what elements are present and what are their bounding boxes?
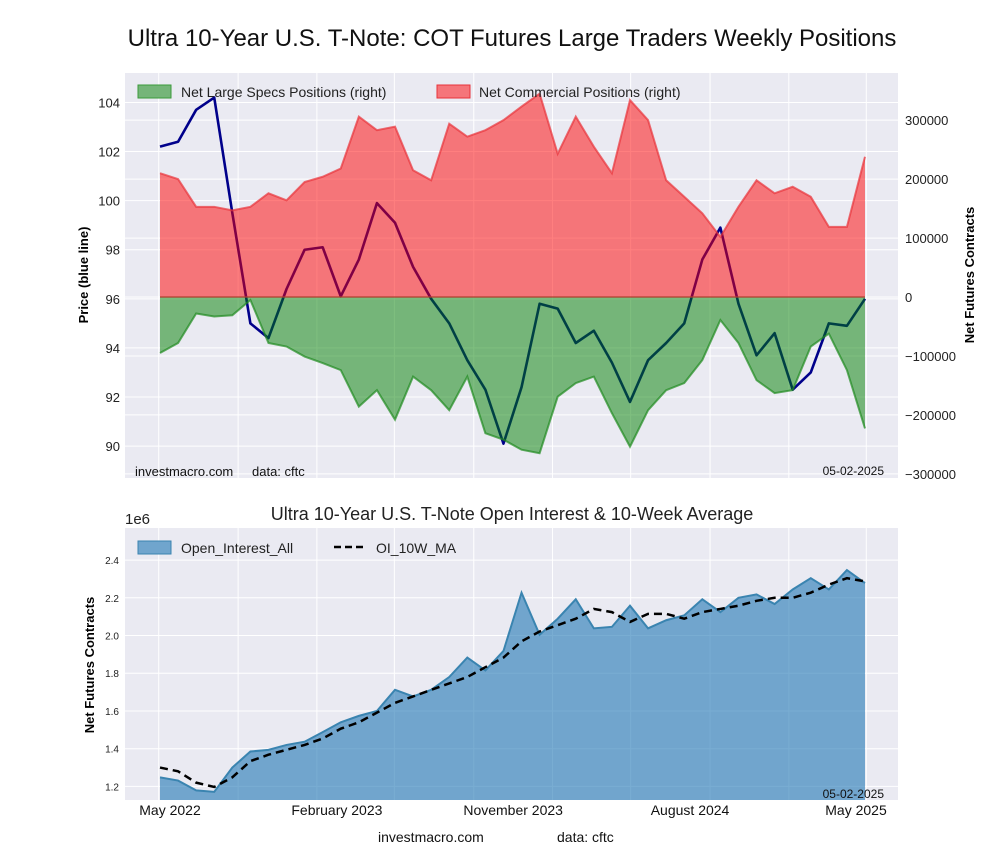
commercial-area [160, 93, 865, 298]
y-tick-label-right: −200000 [905, 408, 956, 423]
y-scale-note: 1e6 [125, 511, 150, 528]
y-tick-label-left: 100 [98, 194, 120, 209]
open-interest-line [159, 568, 866, 793]
y-tick-label: 2.4 [105, 556, 119, 567]
legend-label-specs: Net Large Specs Positions (right) [181, 84, 386, 100]
y-axis-label-left: Price (blue line) [76, 227, 91, 324]
panel-title: Ultra 10-Year U.S. T-Note Open Interest … [271, 504, 754, 524]
y-tick-label-left: 104 [98, 95, 120, 110]
specs-area [160, 297, 865, 454]
legend-label-commercial: Net Commercial Positions (right) [479, 84, 681, 100]
y-tick-label-left: 98 [106, 243, 120, 258]
y-ticks-right: 300000 200000 100000 0 −100000 −200000 −300000 [905, 113, 956, 482]
y-tick-label: 2.2 [105, 594, 119, 605]
x-tick-label: May 2025 [825, 802, 887, 818]
commercial-line [159, 92, 866, 239]
y-ticks-left: 104 102 100 98 96 94 92 90 [98, 95, 120, 454]
legend-swatch-oi [137, 540, 172, 555]
footer-source: data: cftc [557, 829, 614, 845]
y-axis-label: Net Futures Contracts [82, 597, 97, 734]
legend-label-oi: Open_Interest_All [181, 540, 293, 556]
y-tick-label-right: 300000 [905, 113, 948, 128]
y-tick-label-right: 200000 [905, 172, 948, 187]
y-tick-label: 2.0 [105, 632, 119, 643]
open-interest-panel: Ultra 10-Year U.S. T-Note Open Interest … [82, 504, 898, 818]
legend-label-ma: OI_10W_MA [376, 540, 457, 556]
date-stamp: 05-02-2025 [823, 464, 885, 478]
y-tick-label: 1.8 [105, 669, 119, 680]
legend: Open_Interest_All OI_10W_MA [137, 540, 457, 556]
watermark-site: investmacro.com [135, 464, 233, 479]
x-tick-label: November 2023 [463, 802, 563, 818]
legend-swatch-commercial [436, 84, 471, 99]
y-tick-label-right: 0 [905, 290, 912, 305]
y-tick-label-left: 94 [106, 341, 120, 356]
x-tick-label: August 2024 [651, 802, 730, 818]
y-tick-label: 1.4 [105, 745, 119, 756]
x-ticks: May 2022 February 2023 November 2023 August… [139, 802, 887, 818]
figure-title: Ultra 10-Year U.S. T-Note: COT Futures L… [128, 25, 897, 52]
y-ticks: 2.4 2.2 2.0 1.8 1.6 1.4 1.2 [105, 556, 119, 793]
date-stamp: 05-02-2025 [823, 787, 885, 801]
y-tick-label-right: −100000 [905, 349, 956, 364]
y-tick-label-left: 96 [106, 292, 120, 307]
series-marks [159, 92, 867, 455]
y-tick-label: 1.2 [105, 782, 119, 793]
legend: Net Large Specs Positions (right) Net Co… [137, 84, 681, 100]
legend-swatch-specs [137, 84, 172, 99]
ma-line [159, 576, 866, 789]
y-tick-label: 1.6 [105, 707, 119, 718]
y-tick-label-right: −300000 [905, 467, 956, 482]
series-marks [159, 568, 866, 800]
y-tick-label-left: 102 [98, 145, 120, 160]
y-tick-label-left: 92 [106, 390, 120, 405]
y-tick-label-left: 90 [106, 439, 120, 454]
open-interest-area [160, 570, 865, 800]
positions-panel: 104 102 100 98 96 94 92 90 300000 200000 100000 0 −… [76, 73, 977, 482]
footer-site: investmacro.com [378, 829, 484, 845]
watermark-source: data: cftc [252, 464, 305, 479]
x-tick-label: May 2022 [139, 802, 201, 818]
y-tick-label-right: 100000 [905, 231, 948, 246]
specs-line [159, 298, 866, 455]
y-axis-label-right: Net Futures Contracts [962, 207, 977, 344]
x-tick-label: February 2023 [291, 802, 382, 818]
